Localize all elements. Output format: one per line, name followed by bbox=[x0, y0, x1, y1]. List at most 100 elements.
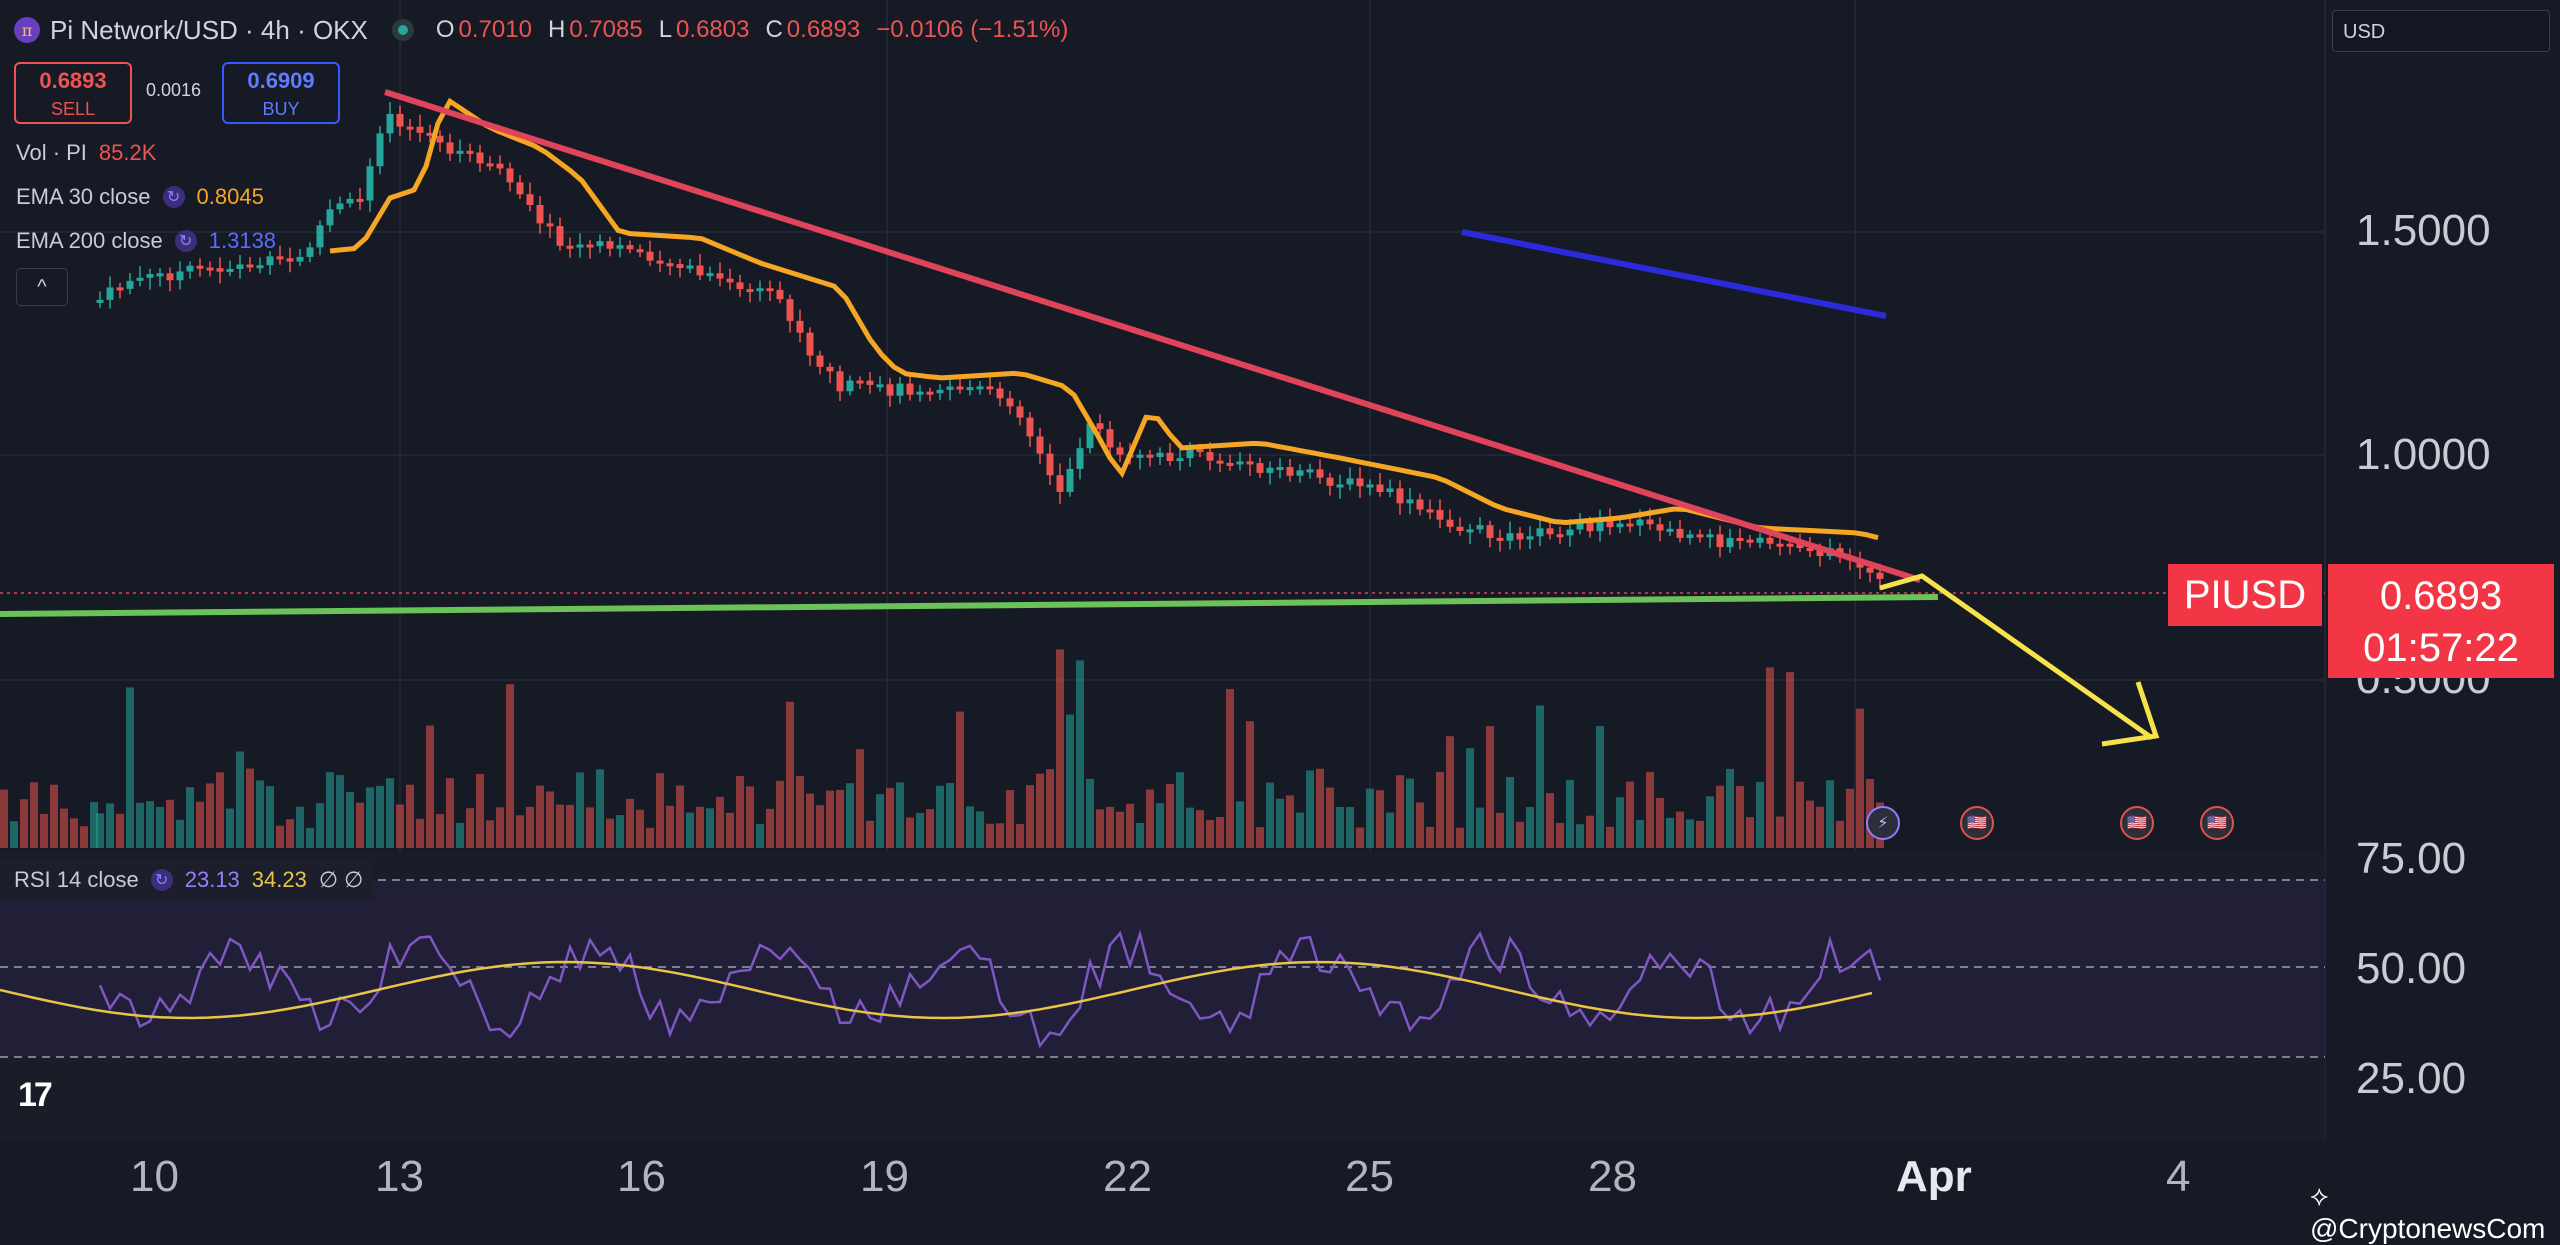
volume-bar bbox=[1366, 788, 1374, 848]
candle-body bbox=[566, 245, 574, 249]
volume-bar bbox=[406, 784, 414, 848]
buy-label: BUY bbox=[262, 99, 300, 119]
symbol-title[interactable]: Pi Network/USD · 4h · OKX bbox=[50, 14, 368, 45]
lightning-event-icon[interactable]: ⚡ bbox=[1866, 806, 1900, 840]
volume-bar bbox=[1686, 819, 1694, 848]
candle-body bbox=[1756, 537, 1764, 543]
volume-bar bbox=[1606, 826, 1614, 848]
rsi-extra: ∅ ∅ bbox=[318, 867, 364, 892]
volume-bar bbox=[1626, 781, 1634, 848]
volume-bar bbox=[586, 807, 594, 848]
support-line[interactable] bbox=[0, 594, 1939, 617]
candle-body bbox=[1706, 534, 1714, 538]
volume-bar bbox=[806, 793, 814, 848]
volume-bar bbox=[1376, 790, 1384, 848]
candle-body bbox=[186, 265, 194, 272]
buy-price: 0.6909 bbox=[247, 68, 315, 93]
candle-body bbox=[896, 383, 904, 396]
candle-body bbox=[386, 113, 394, 134]
candle-body bbox=[1726, 537, 1734, 548]
volume-bar bbox=[1176, 772, 1184, 848]
candle-body bbox=[286, 258, 294, 262]
volume-bar bbox=[976, 811, 984, 848]
candle-body bbox=[886, 384, 894, 396]
volume-bar bbox=[1356, 827, 1364, 848]
rsi-label: RSI 14 close bbox=[14, 867, 139, 892]
candle-body bbox=[1096, 423, 1104, 430]
volume-bar bbox=[456, 822, 464, 848]
us-flag-event-icon[interactable]: 🇺🇸 bbox=[1960, 806, 1994, 840]
volume-bar bbox=[826, 790, 834, 848]
rsi-legend[interactable]: RSI 14 close ↻ 23.13 34.23 ∅ ∅ bbox=[0, 860, 374, 900]
volume-bar bbox=[336, 775, 344, 848]
candle-body bbox=[166, 273, 174, 281]
candle-body bbox=[1376, 484, 1384, 493]
volume-bar bbox=[956, 711, 964, 848]
us-flag-event-icon[interactable]: 🇺🇸 bbox=[2200, 806, 2234, 840]
volume-legend[interactable]: Vol · PI 85.2K bbox=[16, 140, 156, 166]
candle-body bbox=[1486, 525, 1494, 538]
volume-bar bbox=[10, 821, 18, 848]
collapse-legend-button[interactable]: ^ bbox=[16, 268, 68, 306]
candle-body bbox=[1026, 417, 1034, 437]
volume-bar bbox=[556, 804, 564, 848]
volume-bar bbox=[1746, 817, 1754, 848]
time-axis-label: Apr bbox=[1896, 1152, 1972, 1201]
candle-body bbox=[1606, 520, 1614, 528]
volume-bar bbox=[376, 785, 384, 848]
sell-button[interactable]: 0.6893 SELL bbox=[14, 62, 132, 124]
volume-bar bbox=[236, 751, 244, 848]
us-flag-event-icon[interactable]: 🇺🇸 bbox=[2120, 806, 2154, 840]
buy-button[interactable]: 0.6909 BUY bbox=[222, 62, 340, 124]
candle-body bbox=[1816, 548, 1824, 557]
volume-bar bbox=[526, 806, 534, 848]
volume-bar bbox=[1286, 795, 1294, 848]
candle-body bbox=[1336, 484, 1344, 488]
volume-bar bbox=[1546, 793, 1554, 848]
volume-bar bbox=[316, 803, 324, 848]
volume-bar bbox=[80, 826, 88, 848]
volume-bar bbox=[606, 818, 614, 848]
candle-body bbox=[1396, 488, 1404, 504]
volume-bar bbox=[1776, 816, 1784, 848]
volume-bar bbox=[1106, 806, 1114, 848]
volume-bar bbox=[416, 818, 424, 848]
price-axis-label: 1.5000 bbox=[2356, 206, 2491, 255]
volume-bar bbox=[1156, 803, 1164, 848]
candle-body bbox=[956, 386, 964, 390]
volume-bar bbox=[1036, 773, 1044, 848]
volume-bar bbox=[1206, 819, 1214, 848]
ema200-legend[interactable]: EMA 200 close ↻ 1.3138 bbox=[16, 228, 276, 254]
candle-body bbox=[686, 265, 694, 269]
volume-bar bbox=[1006, 790, 1014, 848]
price-axis-label: 1.0000 bbox=[2356, 430, 2491, 479]
last-price: 0.6893 bbox=[2379, 574, 2503, 618]
ema30-legend[interactable]: EMA 30 close ↻ 0.8045 bbox=[16, 184, 264, 210]
trend-line[interactable] bbox=[384, 89, 1921, 583]
volume-bar bbox=[476, 773, 484, 848]
rsi-levels bbox=[0, 879, 2325, 1058]
volume-bar bbox=[1726, 768, 1734, 848]
refresh-icon: ↻ bbox=[150, 869, 173, 891]
candle-body bbox=[576, 244, 584, 248]
candle-body bbox=[1436, 509, 1444, 520]
currency-select[interactable]: USD bbox=[2332, 10, 2550, 52]
volume-bar bbox=[1186, 807, 1194, 848]
candle-body bbox=[176, 271, 184, 281]
candle-body bbox=[846, 380, 854, 392]
volume-bar bbox=[706, 808, 714, 848]
volume-bar bbox=[1446, 736, 1454, 848]
volume-bar bbox=[446, 778, 454, 848]
forecast-arrow[interactable] bbox=[1879, 573, 2154, 741]
ema30-line bbox=[329, 97, 1879, 541]
candle-body bbox=[1286, 467, 1294, 476]
watermark: ⟡ @CryptonewsCom bbox=[2310, 1180, 2560, 1245]
candle-body bbox=[416, 126, 424, 133]
candle-body bbox=[496, 163, 504, 169]
volume-bar bbox=[96, 813, 104, 848]
volume-bar bbox=[206, 783, 214, 848]
candle-body bbox=[1526, 536, 1534, 540]
chevron-up-icon: ^ bbox=[37, 275, 47, 298]
last-price-tag: 0.6893 01:57:22 bbox=[2328, 564, 2554, 678]
